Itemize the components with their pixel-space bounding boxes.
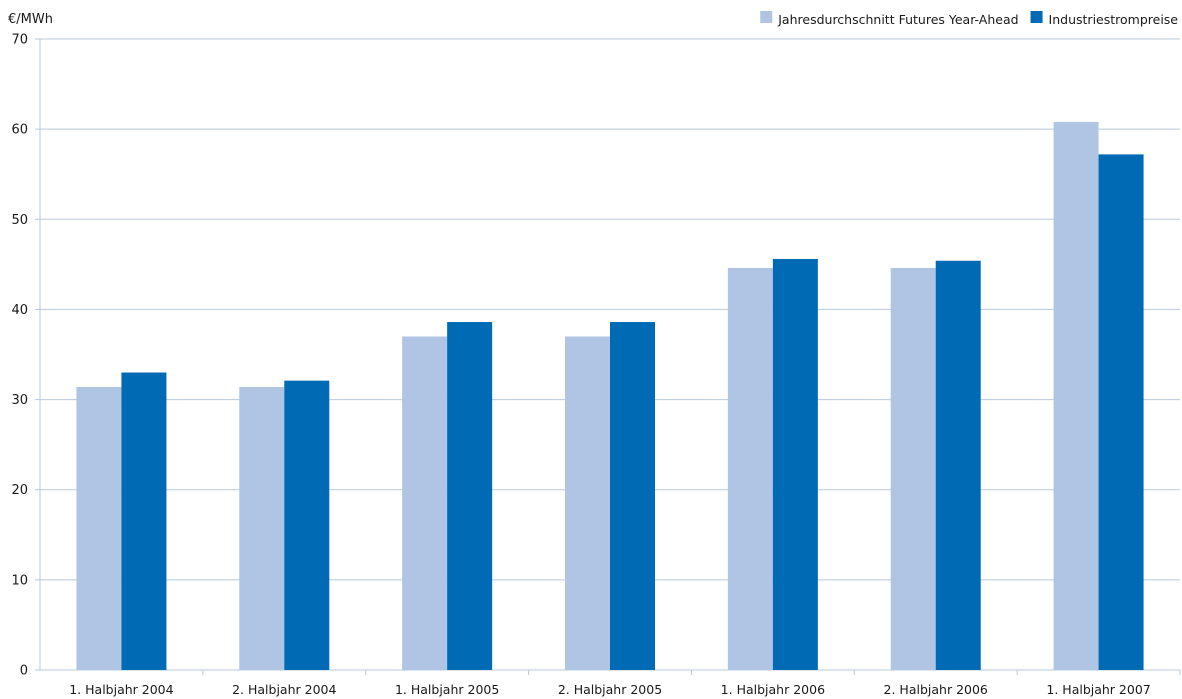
legend-label: Jahresdurchschnitt Futures Year-Ahead bbox=[777, 12, 1018, 27]
bar-series-0 bbox=[1053, 121, 1099, 671]
legend-label: Industriestrompreise bbox=[1049, 12, 1179, 27]
y-tick-label: 60 bbox=[11, 123, 28, 138]
bar-series-1 bbox=[121, 372, 167, 670]
x-axis-ticks: 1. Halbjahr 2004 2. Halbjahr 2004 1. Halbj… bbox=[69, 670, 1181, 697]
legend: Industriestrompreise Jahresdurchschnitt F… bbox=[760, 11, 1178, 27]
bar-series-0 bbox=[890, 267, 936, 670]
bar-series-1 bbox=[447, 322, 493, 670]
y-tick-label: 10 bbox=[11, 573, 28, 588]
y-tick-label: 70 bbox=[11, 33, 28, 48]
bar-series-1 bbox=[284, 380, 330, 670]
bar-series-0 bbox=[76, 386, 122, 670]
y-tick-label: 20 bbox=[11, 483, 28, 498]
x-tick-label: 2. Halbjahr 2006 bbox=[884, 682, 988, 697]
bar-series-1 bbox=[935, 260, 981, 670]
legend-swatch bbox=[760, 11, 773, 23]
bar-series-0 bbox=[402, 336, 448, 670]
y-axis-unit-label: €/MWh bbox=[8, 12, 53, 27]
y-tick-label: 0 bbox=[20, 664, 28, 679]
y-tick-label: 40 bbox=[11, 303, 28, 318]
x-tick-label: 1. Halbjahr 2004 bbox=[69, 682, 173, 697]
x-tick-label: 1. Halbjahr 2006 bbox=[721, 682, 825, 697]
y-tick-label: 50 bbox=[11, 213, 28, 228]
bar-series-0 bbox=[727, 267, 773, 670]
legend-swatch bbox=[1030, 11, 1043, 23]
bar-series-1 bbox=[772, 258, 818, 670]
bars bbox=[76, 121, 1144, 671]
x-tick-label: 1. Halbjahr 2005 bbox=[395, 682, 499, 697]
y-axis-ticks: 0 10 20 30 40 50 60 70 bbox=[11, 33, 40, 679]
bar-series-1 bbox=[610, 322, 655, 670]
bar-series-1 bbox=[1098, 154, 1144, 670]
x-tick-label: 2. Halbjahr 2005 bbox=[558, 682, 662, 697]
y-tick-label: 30 bbox=[11, 393, 28, 408]
bar-series-0 bbox=[565, 336, 610, 670]
x-tick-label: 1. Halbjahr 2007 bbox=[1046, 682, 1150, 697]
x-tick-label: 2. Halbjahr 2004 bbox=[232, 682, 336, 697]
bar-series-0 bbox=[239, 386, 285, 670]
